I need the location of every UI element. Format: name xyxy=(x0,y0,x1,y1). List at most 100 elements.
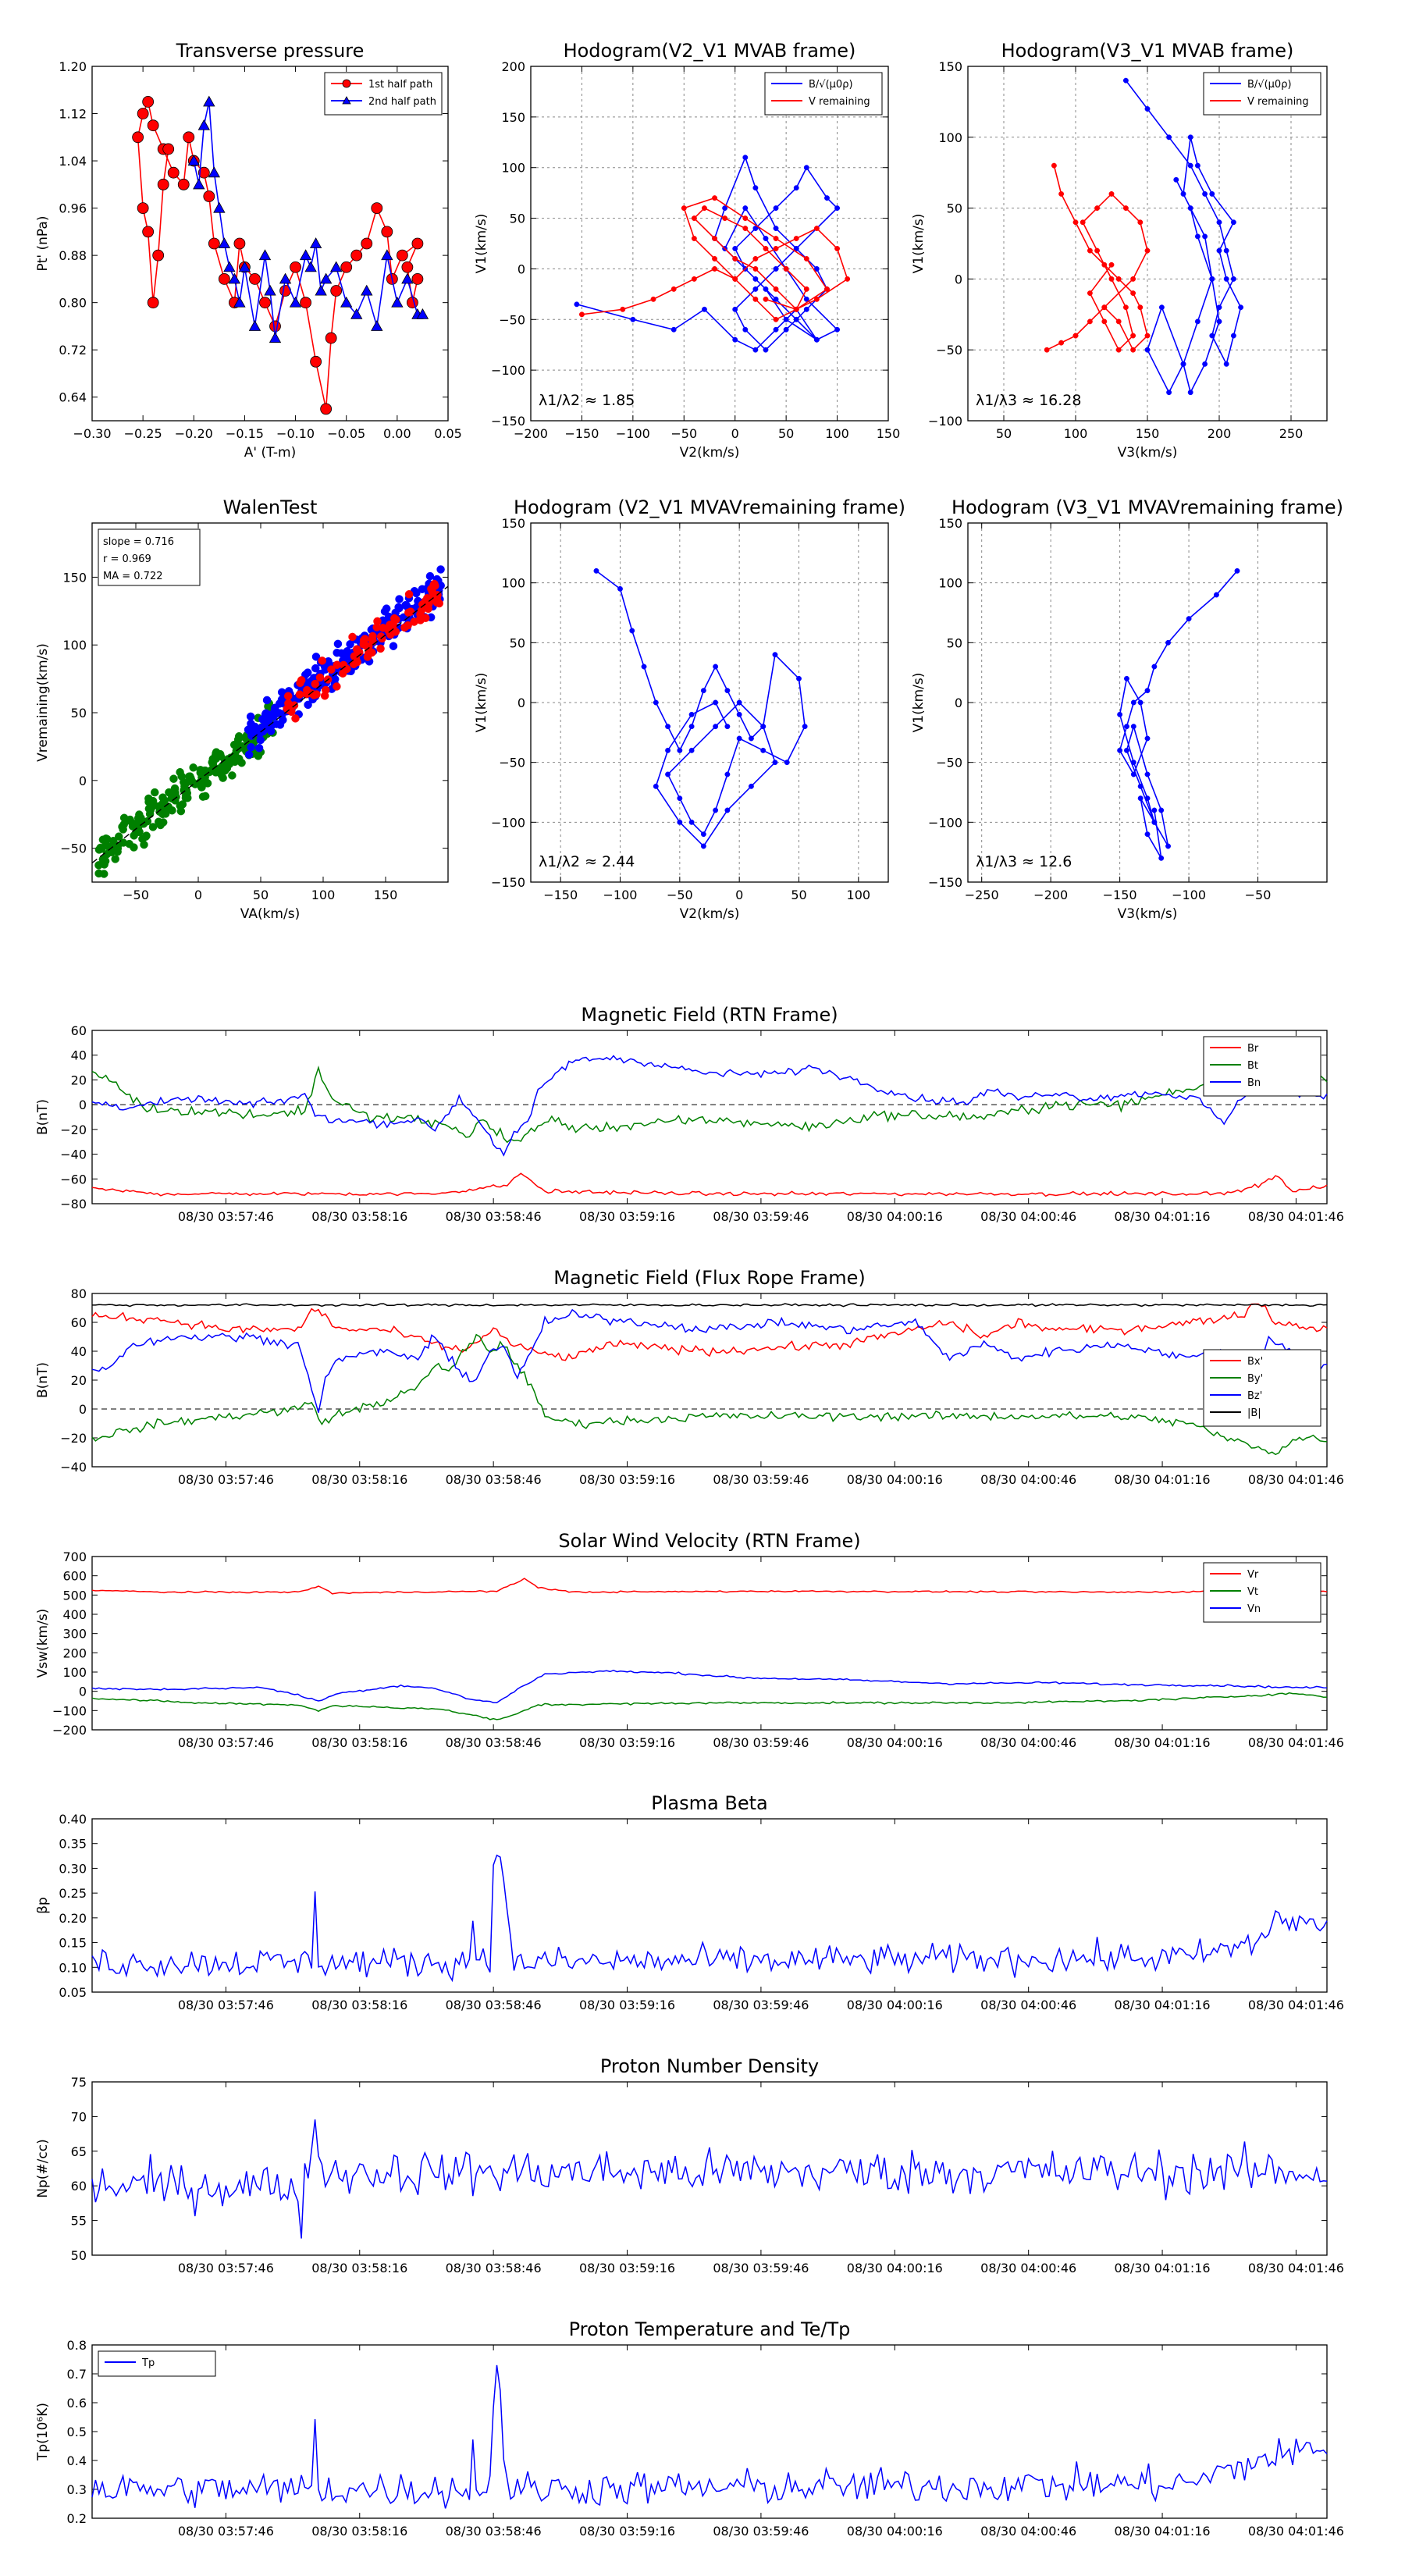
data-point xyxy=(773,246,779,251)
data-point xyxy=(330,261,343,272)
legend-box xyxy=(1203,1562,1321,1623)
data-point xyxy=(262,696,272,705)
data-point xyxy=(436,565,445,574)
x-tick-label: −50 xyxy=(667,888,693,902)
data-point xyxy=(1234,568,1240,574)
data-point xyxy=(1202,361,1208,367)
data-point xyxy=(752,347,759,353)
y-tick-label: 50 xyxy=(71,706,87,720)
data-point xyxy=(653,783,659,789)
data-point xyxy=(681,205,687,212)
x-tick-label: 08/30 03:58:16 xyxy=(311,2524,407,2539)
y-tick-label: 0.8 xyxy=(67,2338,87,2353)
data-point xyxy=(1087,290,1093,297)
y-tick-label: 0.4 xyxy=(67,2453,87,2468)
data-point xyxy=(180,786,188,795)
data-point xyxy=(212,754,221,763)
data-point xyxy=(1130,724,1136,730)
x-tick-label: 08/30 04:00:46 xyxy=(980,1209,1076,1224)
series-line xyxy=(596,570,806,848)
data-point xyxy=(1186,616,1192,622)
data-point xyxy=(269,320,281,333)
data-point xyxy=(732,336,738,343)
y-tick-label: 80 xyxy=(71,1286,87,1301)
data-point xyxy=(259,297,271,309)
data-point xyxy=(348,632,357,642)
data-point xyxy=(1080,219,1086,226)
x-tick-label: 08/30 03:58:16 xyxy=(311,1209,407,1224)
data-point xyxy=(1137,304,1144,311)
y-tick-label: 150 xyxy=(501,516,525,531)
data-point xyxy=(158,818,168,827)
data-point xyxy=(1144,771,1151,777)
y-tick-label: −150 xyxy=(491,875,525,890)
x-tick-label: 08/30 03:58:46 xyxy=(446,1998,542,2012)
legend-label: Bz' xyxy=(1247,1390,1262,1402)
axes-frame xyxy=(91,66,449,422)
data-point xyxy=(677,747,683,753)
x-tick-label: 08/30 03:59:46 xyxy=(713,1998,809,2012)
data-point xyxy=(752,296,759,302)
chart-title: Plasma Beta xyxy=(651,1792,767,1814)
y-tick-label: −100 xyxy=(52,1703,87,1718)
data-point xyxy=(411,237,424,250)
data-point xyxy=(630,316,636,322)
y-axis-label: Pt' (nPa) xyxy=(35,216,51,272)
data-point xyxy=(691,276,697,282)
x-tick-label: 08/30 03:57:46 xyxy=(178,2261,274,2275)
data-point xyxy=(796,675,802,681)
x-tick-label: 08/30 03:58:46 xyxy=(446,1472,542,1487)
data-point xyxy=(159,799,169,808)
y-tick-label: 0 xyxy=(79,1402,87,1417)
data-point xyxy=(773,205,779,212)
data-point xyxy=(350,308,363,319)
data-point xyxy=(665,771,671,777)
y-tick-label: 700 xyxy=(62,1550,87,1564)
data-point xyxy=(1108,190,1115,197)
data-point xyxy=(712,265,717,272)
data-point xyxy=(404,608,413,617)
y-axis-label: B(nT) xyxy=(35,1099,51,1135)
y-tick-label: 500 xyxy=(62,1588,87,1603)
data-point xyxy=(1124,675,1129,681)
x-tick-label: 08/30 04:01:16 xyxy=(1115,2261,1211,2275)
x-axis-label: V2(km/s) xyxy=(680,445,740,461)
data-point xyxy=(244,750,254,759)
data-point xyxy=(229,740,239,749)
data-point xyxy=(732,246,738,251)
data-point xyxy=(793,316,799,322)
y-tick-label: −150 xyxy=(491,414,525,429)
data-point xyxy=(418,600,427,609)
data-point xyxy=(763,246,769,251)
panel-t5: 50 55 60 65 70 75 08/30 03:57:46 08/30 03:58:16… xyxy=(35,2055,1344,2275)
data-point xyxy=(418,585,427,593)
data-point xyxy=(742,205,749,212)
data-point xyxy=(670,326,677,333)
data-point xyxy=(158,809,167,819)
x-tick-label: 100 xyxy=(825,426,849,441)
eigenvalue-ratio: λ1/λ2 ≈ 2.44 xyxy=(539,853,635,870)
data-point xyxy=(297,676,306,685)
data-point xyxy=(773,236,779,241)
data-point xyxy=(333,639,343,649)
data-point xyxy=(352,645,361,653)
y-tick-label: 1.04 xyxy=(59,154,87,169)
data-point xyxy=(1209,333,1215,339)
y-tick-label: −40 xyxy=(60,1460,87,1475)
data-point xyxy=(1187,162,1193,169)
data-point xyxy=(333,660,341,669)
data-point xyxy=(724,807,731,813)
y-axis-label: V1(km/s) xyxy=(474,673,489,733)
x-tick-label: 08/30 04:00:16 xyxy=(847,1735,943,1750)
data-point xyxy=(702,306,707,312)
data-point xyxy=(1101,304,1108,311)
data-point xyxy=(1173,176,1179,183)
x-tick-label: −250 xyxy=(965,888,999,902)
x-tick-label: −200 xyxy=(514,426,548,441)
series-line xyxy=(91,1333,1328,1456)
data-point xyxy=(665,747,671,753)
y-tick-label: −20 xyxy=(60,1431,87,1446)
data-point xyxy=(142,226,155,238)
data-point xyxy=(203,190,215,202)
x-tick-label: 08/30 03:58:16 xyxy=(311,1735,407,1750)
